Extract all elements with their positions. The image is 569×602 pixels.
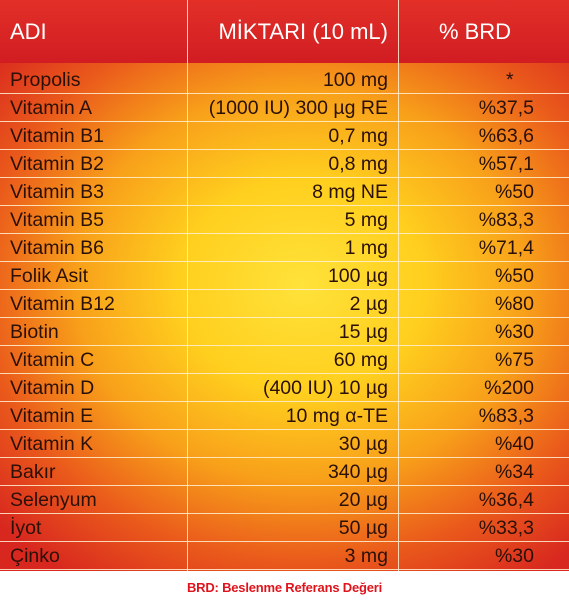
- nutrient-name: Bakır: [10, 461, 56, 483]
- nutrient-amount: 1 mg: [344, 237, 388, 259]
- nutrient-brd: %40: [494, 433, 534, 455]
- table-row: Selenyum 20 µg %36,4: [0, 486, 569, 514]
- table-row: Propolis 100 mg *: [0, 66, 569, 94]
- table-row: Folik Asit 100 µg %50: [0, 262, 569, 290]
- row-divider: [0, 541, 569, 542]
- row-divider: [0, 177, 569, 178]
- table-header: ADI MİKTARI (10 mL) % BRD: [0, 0, 569, 63]
- column-divider: [398, 0, 399, 571]
- column-divider: [187, 0, 188, 571]
- table-row: Vitamin B1 0,7 mg %63,6: [0, 122, 569, 150]
- nutrient-name: Biotin: [10, 321, 59, 343]
- table-row: Vitamin K 30 µg %40: [0, 430, 569, 458]
- nutrient-brd: %57,1: [478, 153, 534, 175]
- nutrient-amount: 50 µg: [338, 517, 388, 539]
- table-row: Vitamin B12 2 µg %80: [0, 290, 569, 318]
- table-row: Bakır 340 µg %34: [0, 458, 569, 486]
- nutrient-brd: %63,6: [478, 125, 534, 147]
- nutrient-name: Vitamin C: [10, 349, 95, 371]
- row-divider: [0, 485, 569, 486]
- nutrient-brd: %83,3: [478, 209, 534, 231]
- row-divider: [0, 317, 569, 318]
- row-divider: [0, 429, 569, 430]
- table-row: Çinko 3 mg %30: [0, 542, 569, 570]
- table-row: Vitamin A (1000 IU) 300 µg RE %37,5: [0, 94, 569, 122]
- row-divider: [0, 289, 569, 290]
- row-divider: [0, 121, 569, 122]
- nutrient-brd: %36,4: [478, 489, 534, 511]
- nutrient-name: Vitamin E: [10, 405, 94, 427]
- row-divider: [0, 205, 569, 206]
- nutrient-brd: %50: [494, 265, 534, 287]
- nutrient-brd: %83,3: [478, 405, 534, 427]
- row-divider: [0, 233, 569, 234]
- row-divider: [0, 457, 569, 458]
- nutrient-brd: *: [506, 69, 514, 91]
- table-row: Biotin 15 µg %30: [0, 318, 569, 346]
- row-divider: [0, 149, 569, 150]
- nutrient-name: Vitamin B6: [10, 237, 104, 259]
- table-row: Vitamin B3 8 mg NE %50: [0, 178, 569, 206]
- nutrient-amount: 100 mg: [322, 69, 388, 91]
- row-divider: [0, 401, 569, 402]
- footnote: BRD: Beslenme Referans Değeri: [186, 580, 383, 595]
- row-divider: [0, 569, 569, 570]
- nutrient-name: İyot: [10, 517, 42, 539]
- nutrient-name: Vitamin K: [10, 433, 94, 455]
- nutrient-amount: 340 µg: [327, 461, 388, 483]
- nutrient-name: Selenyum: [10, 489, 97, 511]
- nutrient-name: Vitamin D: [10, 377, 95, 399]
- header-brd: % BRD: [438, 19, 512, 44]
- nutrient-name: Vitamin B3: [10, 181, 104, 203]
- nutrient-amount: 60 mg: [333, 349, 388, 371]
- nutrient-brd: %37,5: [478, 97, 534, 119]
- table-row: Vitamin B2 0,8 mg %57,1: [0, 150, 569, 178]
- nutrient-name: Vitamin B1: [10, 125, 104, 147]
- nutrient-name: Vitamin B2: [10, 153, 104, 175]
- nutrient-amount: 30 µg: [338, 433, 388, 455]
- nutrient-amount: 8 mg NE: [312, 181, 388, 203]
- nutrient-amount: 10 mg α-TE: [285, 405, 388, 427]
- nutrient-amount: (400 IU) 10 µg: [262, 377, 388, 399]
- nutrient-name: Folik Asit: [10, 265, 89, 287]
- nutrient-amount: 0,8 mg: [328, 153, 388, 175]
- nutrient-brd: %75: [494, 349, 534, 371]
- nutrient-brd: %80: [494, 293, 534, 315]
- nutrient-amount: 15 µg: [338, 321, 388, 343]
- table-row: Vitamin D (400 IU) 10 µg %200: [0, 374, 569, 402]
- row-divider: [0, 513, 569, 514]
- row-divider: [0, 93, 569, 94]
- table-row: İyot 50 µg %33,3: [0, 514, 569, 542]
- header-name: ADI: [10, 19, 47, 44]
- nutrient-brd: %30: [494, 321, 534, 343]
- nutrient-name: Vitamin B5: [10, 209, 104, 231]
- table-row: Vitamin B6 1 mg %71,4: [0, 234, 569, 262]
- row-divider: [0, 261, 569, 262]
- nutrient-brd: %200: [484, 377, 534, 399]
- nutrient-name: Vitamin A: [10, 97, 93, 119]
- nutrient-name: Çinko: [10, 545, 60, 567]
- nutrient-amount: 3 mg: [344, 545, 388, 567]
- nutrition-table: ADI MİKTARI (10 mL) % BRD Propolis 100 mg…: [0, 0, 569, 571]
- table-row: Vitamin B5 5 mg %83,3: [0, 206, 569, 234]
- nutrient-brd: %33,3: [478, 517, 534, 539]
- row-divider: [0, 345, 569, 346]
- row-divider: [0, 373, 569, 374]
- nutrient-brd: %50: [494, 181, 534, 203]
- table-row: Vitamin C 60 mg %75: [0, 346, 569, 374]
- nutrient-amount: 0,7 mg: [328, 125, 388, 147]
- nutrient-amount: 100 µg: [327, 265, 388, 287]
- nutrient-brd: %71,4: [478, 237, 534, 259]
- nutrient-amount: (1000 IU) 300 µg RE: [208, 97, 388, 119]
- nutrient-name: Propolis: [10, 69, 81, 91]
- table-row: Vitamin E 10 mg α-TE %83,3: [0, 402, 569, 430]
- header-amount: MİKTARI (10 mL): [218, 19, 388, 44]
- nutrient-name: Vitamin B12: [10, 293, 115, 315]
- nutrient-brd: %34: [494, 461, 534, 483]
- nutrient-amount: 2 µg: [349, 293, 388, 315]
- nutrient-amount: 5 mg: [344, 209, 388, 231]
- nutrient-brd: %30: [494, 545, 534, 567]
- nutrient-amount: 20 µg: [338, 489, 388, 511]
